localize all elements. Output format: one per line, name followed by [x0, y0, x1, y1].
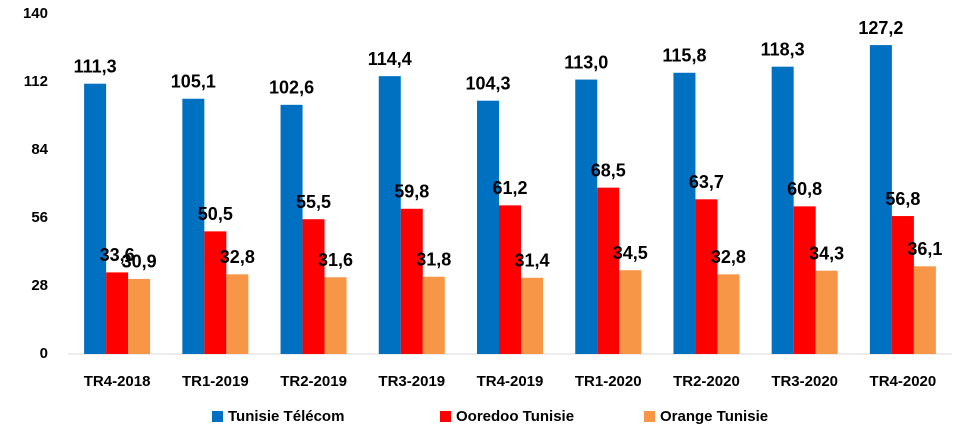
y-tick-label: 112 — [24, 73, 48, 90]
value-label: 102,6 — [269, 78, 314, 98]
x-tick-label: TR3-2019 — [378, 373, 445, 390]
value-label: 60,8 — [787, 179, 822, 199]
value-label: 118,3 — [761, 39, 805, 59]
value-label: 36,1 — [907, 239, 942, 259]
value-label: 105,1 — [171, 72, 216, 92]
value-label: 31,8 — [416, 250, 451, 270]
bar — [575, 79, 598, 355]
value-label: 56,8 — [885, 189, 920, 209]
bar — [913, 266, 936, 354]
bar — [793, 206, 816, 354]
value-label: 50,5 — [198, 204, 233, 224]
value-label: 111,3 — [74, 56, 117, 76]
value-label: 31,6 — [318, 250, 353, 270]
bar — [128, 278, 151, 354]
x-tick-label: TR4-2018 — [84, 373, 151, 390]
value-label: 114,4 — [368, 49, 412, 69]
bar — [695, 199, 718, 354]
legend-swatch — [440, 411, 451, 422]
value-label: 63,7 — [689, 172, 724, 192]
bar — [521, 277, 543, 354]
value-label: 34,5 — [613, 243, 648, 263]
bar — [499, 205, 521, 354]
bar — [302, 219, 325, 354]
value-label: 30,9 — [122, 252, 157, 272]
bar — [182, 98, 205, 354]
bar — [400, 208, 423, 354]
bar — [378, 76, 401, 355]
bar — [673, 72, 696, 355]
bar — [324, 277, 347, 354]
x-tick-label: TR1-2020 — [575, 373, 642, 390]
bar — [717, 274, 740, 354]
legend-label: Ooredoo Tunisie — [456, 408, 574, 425]
legend-swatch — [212, 411, 223, 422]
bar — [891, 216, 914, 354]
value-label: 68,5 — [591, 160, 626, 180]
bar — [619, 270, 642, 354]
value-label: 55,5 — [296, 192, 331, 212]
value-label: 104,3 — [465, 73, 510, 93]
x-tick-label: TR4-2019 — [477, 373, 544, 390]
bar — [204, 231, 227, 354]
value-label: 32,8 — [711, 247, 746, 267]
y-tick-label: 56 — [31, 209, 48, 226]
y-tick-label: 140 — [23, 5, 48, 22]
value-label: 32,8 — [220, 247, 255, 267]
bar — [280, 104, 303, 354]
bar — [869, 45, 892, 354]
x-tick-label: TR2-2019 — [280, 373, 347, 390]
value-label: 127,2 — [858, 18, 903, 38]
value-label: 115,8 — [662, 46, 706, 66]
x-tick-label: TR3-2020 — [771, 373, 838, 390]
y-tick-label: 0 — [40, 345, 48, 362]
bar — [84, 83, 107, 354]
bar — [771, 66, 794, 354]
bar — [106, 272, 129, 354]
x-tick-label: TR1-2019 — [182, 373, 249, 390]
y-tick-label: 84 — [31, 141, 48, 158]
bar — [477, 100, 499, 354]
value-label: 34,3 — [809, 243, 844, 263]
bar — [597, 187, 620, 354]
bar — [815, 270, 838, 354]
value-label: 61,2 — [492, 178, 527, 198]
bar — [422, 276, 445, 354]
value-label: 31,4 — [514, 250, 549, 270]
bar — [226, 274, 249, 354]
legend-label: Tunisie Télécom — [228, 408, 344, 425]
legend-swatch — [644, 411, 655, 422]
value-label: 59,8 — [394, 182, 429, 202]
value-label: 113,0 — [564, 52, 608, 72]
value-label: 33,6 — [100, 245, 135, 265]
y-tick-label: 28 — [31, 277, 48, 294]
x-tick-label: TR2-2020 — [673, 373, 740, 390]
legend-label: Orange Tunisie — [660, 408, 768, 425]
x-tick-label: TR4-2020 — [870, 373, 937, 390]
